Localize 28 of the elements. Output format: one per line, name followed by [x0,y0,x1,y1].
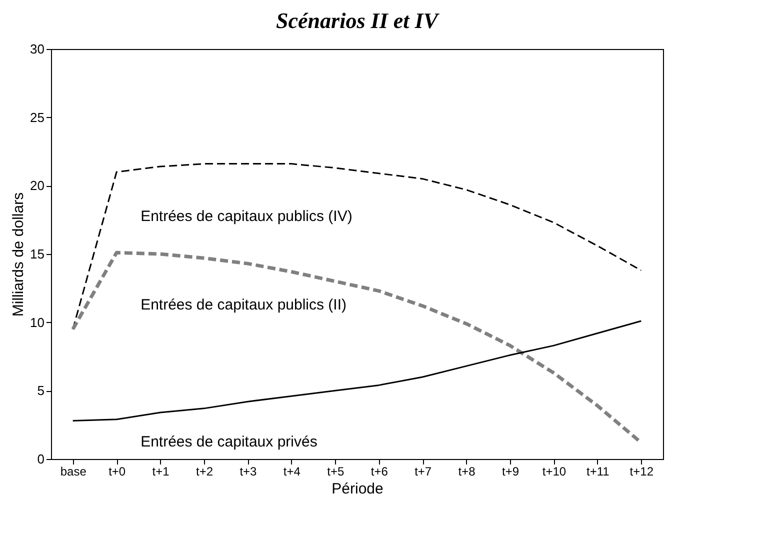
x-tick-label: t+6 [370,464,388,478]
x-tick-label: t+2 [196,464,214,478]
x-tick-label: t+3 [240,464,258,478]
x-tick-label: t+8 [458,464,476,478]
y-tick-label: 10 [30,314,44,330]
y-tick-label: 15 [30,246,44,262]
y-tick-label: 30 [30,42,44,56]
x-tick-label: t+7 [414,464,432,478]
y-tick-label: 5 [37,383,44,398]
x-tick-label: base [60,464,87,478]
y-axis-title: Milliards de dollars [10,192,28,317]
x-axis-title: Période [332,480,384,498]
x-tick-label: t+1 [152,464,170,478]
text: Entrées de capitaux publics (IV) [140,208,352,225]
series-label: Entrées de capitaux privés [140,433,318,450]
x-tick-label: t+5 [327,464,344,478]
x-tick-label: t+12 [630,464,654,478]
series-label: Entrées de capitaux publics (II) [140,296,347,314]
x-tick-label: t+11 [586,464,610,478]
x-tick-label: t+0 [108,464,126,478]
x-tick-label: t+4 [283,464,301,478]
y-tick-label: 0 [37,452,44,466]
x-tick-label: t+9 [502,464,520,478]
line-series [72,320,642,422]
y-tick-label: 25 [30,110,44,125]
x-tick-label: t+10 [542,464,566,478]
y-tick-label: 20 [30,178,44,194]
chart-title: Scénarios II et IV [276,8,440,33]
